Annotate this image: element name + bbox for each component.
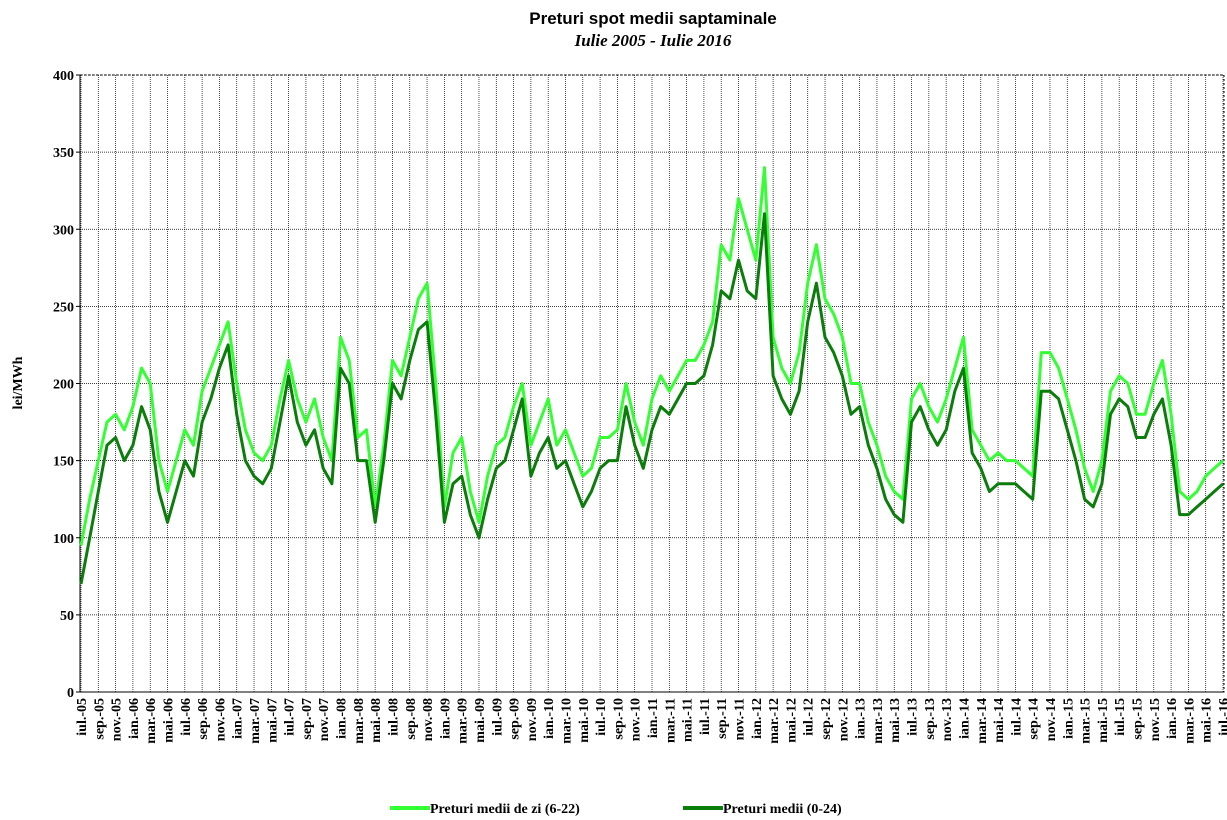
x-tick-label: nov.-09 — [525, 698, 540, 741]
x-tick-label: ian.-08 — [335, 698, 350, 739]
x-tick-label: mai.-09 — [473, 698, 488, 743]
y-tick-label: 350 — [53, 146, 74, 161]
x-tick-label: nov.-15 — [1148, 698, 1163, 741]
x-tick-label: nov.-13 — [940, 698, 955, 741]
x-tick-label: sep.-05 — [92, 698, 107, 740]
x-tick-label: mai.-15 — [1096, 698, 1111, 743]
x-tick-label: sep.-10 — [611, 698, 626, 740]
x-tick-label: mai.-14 — [992, 698, 1007, 743]
x-tick-label: mai.-07 — [265, 698, 280, 743]
x-tick-label: iul.-06 — [179, 698, 194, 736]
series-line — [79, 212, 1224, 585]
x-tick-label: ian.-16 — [1165, 698, 1180, 739]
x-tick-label: mar.-09 — [456, 698, 471, 744]
x-tick-label: mar.-12 — [767, 698, 782, 744]
x-tick-label: iul.-10 — [594, 698, 609, 736]
x-tick-label: nov.-05 — [110, 698, 125, 741]
x-tick-label: mai.-06 — [162, 698, 177, 743]
x-tick-label: mai.-10 — [577, 698, 592, 743]
x-tick-label: sep.-08 — [404, 698, 419, 740]
x-tick-label: iul.-09 — [490, 698, 505, 736]
x-tick-label: iul.-12 — [802, 698, 817, 736]
x-tick-label: ian.-13 — [854, 698, 869, 739]
y-tick-label: 0 — [67, 686, 74, 701]
x-tick-label: sep.-15 — [1130, 698, 1145, 740]
x-tick-label: sep.-13 — [923, 698, 938, 740]
x-tick-label: mar.-14 — [975, 698, 990, 744]
x-tick-label: mar.-13 — [871, 698, 886, 744]
x-tick-label: nov.-10 — [629, 698, 644, 741]
x-tick-label: nov.-07 — [317, 698, 332, 741]
x-tick-label: iul.-07 — [283, 698, 298, 736]
x-tick-label: iul.-14 — [1009, 698, 1024, 736]
y-tick-label: 150 — [53, 455, 74, 470]
x-tick-label: sep.-11 — [715, 698, 730, 739]
y-tick-label: 50 — [60, 609, 74, 624]
x-tick-label: ian.-15 — [1061, 698, 1076, 739]
x-tick-label: nov.-12 — [836, 698, 851, 741]
x-tick-label: mai.-13 — [888, 698, 903, 743]
x-tick-label: mai.-16 — [1200, 698, 1215, 743]
y-axis-label: lei/MWh — [11, 356, 26, 409]
y-tick-label: 400 — [53, 69, 74, 84]
x-tick-label: ian.-11 — [646, 698, 661, 738]
y-tick-label: 250 — [53, 300, 74, 315]
x-tick-label: ian.-12 — [750, 698, 765, 739]
x-tick-label: iul.-05 — [75, 698, 90, 736]
chart-title: Preturi spot medii saptaminale — [529, 9, 777, 28]
x-tick-label: mai.-08 — [369, 698, 384, 743]
x-tick-label: mar.-08 — [352, 698, 367, 744]
x-tick-label: sep.-14 — [1027, 698, 1042, 740]
series-line — [79, 166, 1224, 546]
y-tick-label: 300 — [53, 223, 74, 238]
x-tick-label: iul.-16 — [1217, 698, 1227, 736]
x-tick-label: nov.-14 — [1044, 698, 1059, 741]
x-tick-label: sep.-12 — [819, 698, 834, 740]
x-tick-label: mar.-10 — [559, 698, 574, 744]
x-tick-label: ian.-07 — [231, 698, 246, 739]
x-tick-label: ian.-14 — [957, 698, 972, 739]
x-tick-label: sep.-06 — [196, 698, 211, 740]
x-tick-label: sep.-07 — [300, 698, 315, 740]
x-tick-label: nov.-06 — [213, 698, 228, 741]
x-tick-label: iul.-13 — [906, 698, 921, 736]
x-tick-label: sep.-09 — [508, 698, 523, 740]
x-tick-label: mar.-16 — [1182, 698, 1197, 744]
legend-label: Preturi medii de zi (6-22) — [430, 802, 580, 817]
x-tick-label: ian.-06 — [127, 698, 142, 739]
y-tick-label: 100 — [53, 532, 74, 547]
x-tick-label: iul.-08 — [386, 698, 401, 736]
x-tick-label: mar.-15 — [1079, 698, 1094, 744]
x-tick-label: mar.-11 — [663, 698, 678, 743]
x-tick-label: mar.-07 — [248, 698, 263, 744]
x-tick-label: nov.-11 — [733, 698, 748, 740]
x-tick-label: mai.-11 — [681, 698, 696, 742]
x-tick-label: ian.-10 — [542, 698, 557, 739]
x-tick-label: mai.-12 — [784, 698, 799, 743]
legend-label: Preturi medii (0-24) — [723, 802, 842, 817]
chart-subtitle: Iulie 2005 - Iulie 2016 — [574, 31, 732, 50]
x-tick-label: iul.-11 — [698, 698, 713, 735]
x-tick-label: ian.-09 — [438, 698, 453, 739]
x-tick-label: mar.-06 — [144, 698, 159, 744]
y-tick-label: 200 — [53, 378, 74, 393]
x-tick-label: nov.-08 — [421, 698, 436, 741]
x-tick-label: iul.-15 — [1113, 698, 1128, 736]
